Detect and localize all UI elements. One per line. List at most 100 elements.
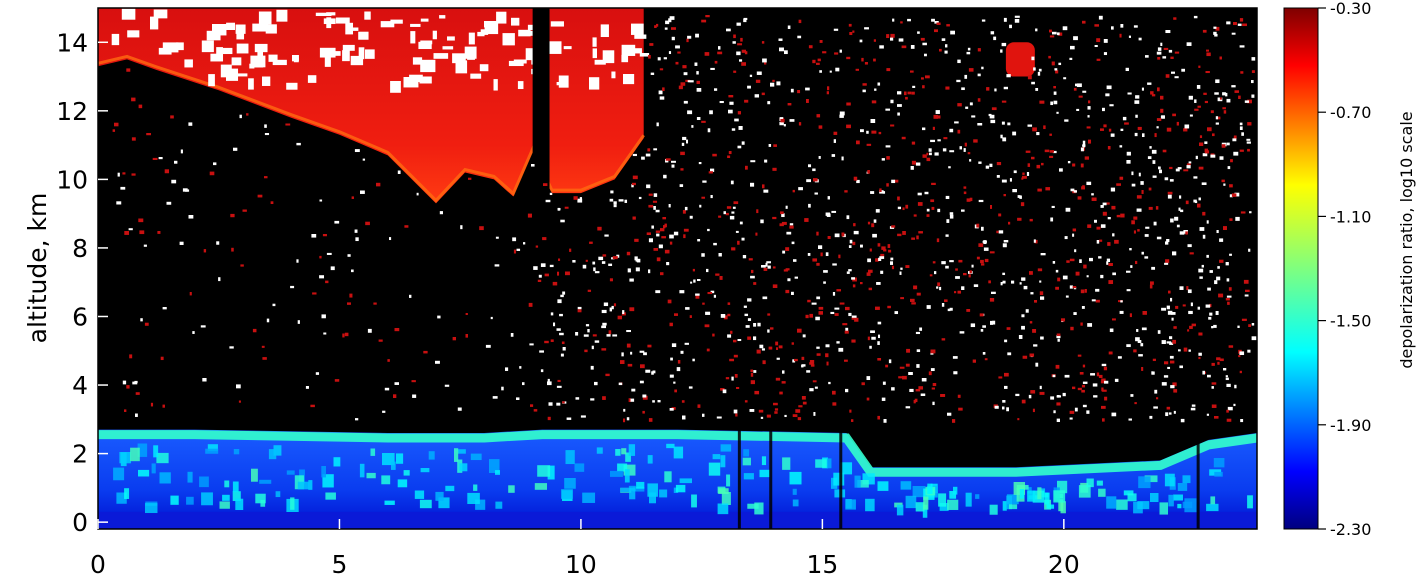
noise-speck: [1168, 412, 1172, 415]
aerosol-blob: [1006, 495, 1013, 510]
noise-speck: [1064, 374, 1070, 378]
noise-speck: [540, 369, 544, 373]
noise-speck: [1239, 45, 1245, 48]
noise-speck: [930, 349, 936, 354]
no-data-speck: [425, 63, 435, 68]
noise-speck: [623, 418, 626, 423]
noise-speck: [1099, 239, 1103, 242]
noise-speck: [1247, 148, 1250, 152]
noise-speck: [981, 226, 984, 231]
noise-speck: [718, 215, 722, 218]
noise-speck: [188, 122, 193, 126]
noise-speck: [1072, 163, 1076, 167]
noise-speck: [807, 253, 811, 256]
aerosol-blob: [138, 469, 150, 477]
noise-speck: [648, 238, 654, 243]
no-data-speck: [546, 41, 562, 54]
noise-speck: [1038, 68, 1042, 72]
aerosol-blob: [721, 492, 731, 505]
no-data-speck: [511, 17, 520, 26]
noise-speck: [792, 414, 798, 418]
noise-speck: [634, 256, 638, 261]
noise-speck: [1107, 242, 1111, 246]
noise-speck: [587, 289, 592, 292]
noise-speck: [203, 249, 207, 253]
noise-speck: [585, 324, 590, 327]
noise-speck: [580, 415, 586, 418]
noise-speck: [949, 214, 954, 219]
noise-speck: [1009, 24, 1012, 29]
noise-speck: [1199, 135, 1203, 139]
noise-speck: [549, 264, 554, 268]
noise-speck: [867, 258, 871, 263]
noise-speck: [1198, 268, 1204, 273]
noise-speck: [768, 346, 773, 350]
noise-speck: [727, 302, 731, 305]
noise-speck: [1226, 142, 1230, 146]
noise-speck: [916, 235, 919, 240]
noise-speck: [935, 115, 941, 119]
noise-speck: [926, 305, 931, 309]
noise-speck: [904, 91, 907, 96]
noise-speck: [1073, 36, 1078, 41]
noise-speck: [763, 189, 769, 193]
noise-speck: [750, 380, 756, 385]
noise-speck: [728, 95, 734, 98]
noise-speck: [1044, 149, 1050, 153]
noise-speck: [985, 165, 990, 169]
noise-speck: [1211, 382, 1217, 385]
noise-speck: [665, 159, 669, 163]
noise-speck: [701, 196, 706, 199]
noise-speck: [696, 80, 700, 84]
noise-speck: [138, 218, 144, 223]
noise-speck: [342, 333, 345, 338]
noise-speck: [397, 170, 401, 174]
noise-speck: [833, 28, 839, 31]
noise-speck: [1029, 353, 1035, 357]
noise-speck: [671, 343, 677, 348]
noise-speck: [1055, 364, 1060, 369]
noise-speck: [1219, 97, 1222, 100]
noise-speck: [667, 299, 672, 304]
noise-speck: [1153, 406, 1158, 409]
aerosol-blob: [845, 499, 856, 510]
noise-speck: [966, 198, 971, 202]
noise-speck: [157, 231, 161, 234]
aerosol-blob: [792, 488, 797, 495]
noise-speck: [690, 281, 693, 284]
noise-speck: [1237, 23, 1242, 26]
noise-speck: [767, 329, 770, 333]
aerosol-blob: [537, 465, 551, 477]
no-data-speck: [250, 55, 266, 68]
noise-speck: [1185, 200, 1189, 205]
noise-speck: [1077, 196, 1082, 200]
noise-speck: [1106, 85, 1112, 90]
noise-speck: [1172, 251, 1177, 256]
noise-speck: [1172, 382, 1177, 387]
noise-speck: [1166, 305, 1170, 310]
noise-speck: [1128, 418, 1132, 421]
noise-speck: [727, 313, 731, 317]
noise-speck: [918, 231, 923, 234]
noise-speck: [1247, 122, 1252, 126]
noise-speck: [319, 275, 325, 279]
noise-speck: [932, 261, 936, 264]
noise-speck: [775, 341, 779, 346]
noise-speck: [492, 396, 498, 399]
noise-speck: [994, 88, 997, 92]
noise-speck: [929, 274, 933, 277]
noise-speck: [180, 149, 183, 154]
noise-speck: [618, 199, 624, 202]
noise-speck: [682, 415, 686, 420]
noise-speck: [733, 201, 739, 205]
noise-speck: [726, 28, 731, 32]
noise-speck: [911, 160, 916, 165]
noise-speck: [946, 219, 950, 223]
noise-speck: [692, 268, 695, 272]
noise-speck: [1082, 144, 1086, 147]
noise-speck: [1131, 171, 1134, 176]
noise-speck: [977, 48, 981, 52]
noise-speck: [926, 157, 931, 162]
noise-speck: [1133, 216, 1138, 220]
noise-speck: [1244, 294, 1249, 297]
